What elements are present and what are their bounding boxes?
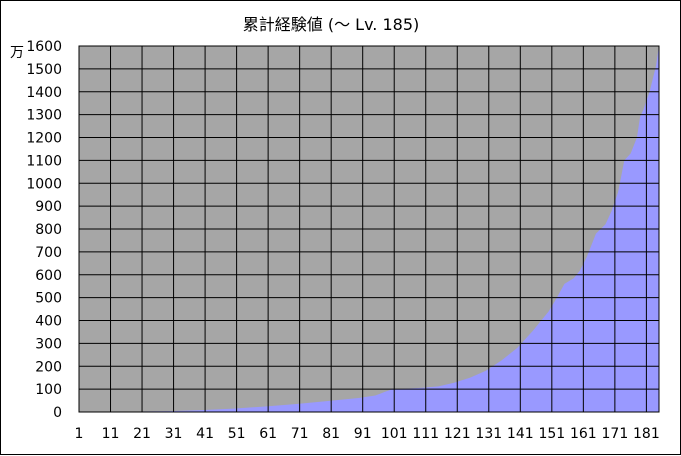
x-tick-label: 21 (133, 426, 151, 442)
x-tick-label: 61 (259, 426, 277, 442)
x-tick-label: 71 (291, 426, 309, 442)
x-tick-label: 81 (322, 426, 340, 442)
x-tick-label: 1 (75, 426, 84, 442)
x-tick-label: 161 (570, 426, 597, 442)
x-tick-label: 171 (602, 426, 629, 442)
plot-area (78, 45, 660, 413)
x-tick-label: 101 (381, 426, 408, 442)
x-tick-label: 141 (507, 426, 534, 442)
y-tick-label: 500 (35, 291, 62, 307)
plot-border (78, 45, 660, 413)
x-tick-label: 31 (165, 426, 183, 442)
chart-title: 累計経験値 (〜 Lv. 185) (243, 15, 420, 34)
y-tick-label: 700 (35, 245, 62, 261)
x-tick-label: 111 (412, 426, 439, 442)
x-tick-label: 181 (633, 426, 660, 442)
cumulative-exp-area (123, 46, 659, 412)
x-tick-label: 41 (196, 426, 214, 442)
y-tick-label: 1500 (26, 62, 62, 78)
x-tick-label: 131 (475, 426, 502, 442)
y-tick-label: 200 (35, 359, 62, 375)
y-tick-label: 1400 (26, 85, 62, 101)
y-tick-label: 100 (35, 382, 62, 398)
y-axis-unit-label: 万 (10, 45, 24, 61)
x-tick-label: 11 (102, 426, 120, 442)
y-tick-label: 1300 (26, 108, 62, 124)
y-axis-ticks: 0 100 200 300 400 500 600 700 800 900 1000 1100 1200… (26, 39, 62, 421)
x-axis-ticks: 1 11 21 31 41 51 61 71 81 91 101 111 121 131 141 151 161… (75, 426, 660, 442)
x-tick-label: 121 (444, 426, 471, 442)
x-tick-label: 91 (354, 426, 372, 442)
y-tick-label: 1000 (26, 176, 62, 192)
y-tick-label: 400 (35, 314, 62, 330)
y-tick-label: 1600 (26, 39, 62, 55)
y-tick-label: 1200 (26, 131, 62, 147)
y-tick-label: 900 (35, 199, 62, 215)
gridlines (78, 45, 659, 413)
y-tick-label: 1100 (26, 153, 62, 169)
x-tick-label: 51 (228, 426, 246, 442)
y-tick-label: 0 (53, 405, 62, 421)
x-tick-label: 151 (538, 426, 565, 442)
y-tick-label: 800 (35, 222, 62, 238)
y-tick-label: 300 (35, 336, 62, 352)
y-tick-label: 600 (35, 268, 62, 284)
